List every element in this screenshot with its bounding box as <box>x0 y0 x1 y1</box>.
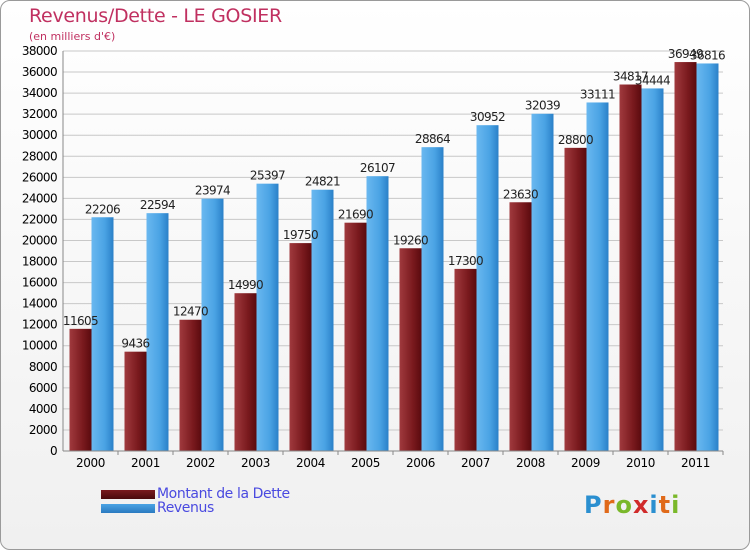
y-tick-label: 2000 <box>29 423 57 437</box>
data-label-debt: 34817 <box>613 70 648 84</box>
y-tick-label: 36000 <box>22 65 57 79</box>
y-tick-label: 10000 <box>22 339 57 353</box>
bar-debt <box>399 248 422 451</box>
bar-debt <box>234 293 257 451</box>
bar-debt <box>289 243 312 451</box>
data-label-debt: 28800 <box>558 133 593 147</box>
data-label-revenue: 32039 <box>525 99 560 113</box>
y-tick-label: 16000 <box>22 276 57 290</box>
proxiti-logo: Proxiti <box>584 491 680 519</box>
bar-debt <box>564 147 587 451</box>
bar-debt <box>674 62 697 451</box>
legend-swatch-debt <box>101 490 155 499</box>
x-tick-label: 2006 <box>406 456 435 470</box>
y-tick-label: 6000 <box>29 381 57 395</box>
bar-revenue <box>256 183 279 452</box>
bar-debt <box>179 319 202 451</box>
data-label-debt: 19750 <box>283 228 318 242</box>
y-tick-label: 18000 <box>22 255 57 269</box>
logo-letter: t <box>658 491 672 519</box>
bar-revenue <box>311 189 334 451</box>
data-label-debt: 36949 <box>668 47 703 61</box>
bar-revenue <box>366 176 389 452</box>
data-label-revenue: 28864 <box>415 132 450 146</box>
data-label-revenue: 33111 <box>580 87 615 101</box>
data-label-debt: 14990 <box>228 278 263 292</box>
bar-revenue <box>641 88 664 451</box>
x-tick-label: 2008 <box>516 456 545 470</box>
y-tick-label: 34000 <box>22 86 57 100</box>
y-tick-label: 20000 <box>22 233 57 247</box>
y-tick-label: 38000 <box>22 44 57 58</box>
bar-revenue <box>91 217 114 451</box>
x-tick-label: 2000 <box>76 456 105 470</box>
bar-debt <box>509 202 532 451</box>
chart-subtitle: (en milliers d'€) <box>29 30 116 43</box>
logo-letter: i <box>671 491 681 519</box>
y-tick-label: 30000 <box>22 128 57 142</box>
y-tick-label: 24000 <box>22 191 57 205</box>
x-tick-label: 2011 <box>681 456 710 470</box>
x-tick-label: 2001 <box>131 456 160 470</box>
bar-debt <box>454 268 477 451</box>
logo-letter: o <box>615 491 633 519</box>
bar-revenue <box>531 113 554 451</box>
y-tick-label: 22000 <box>22 212 57 226</box>
bar-revenue <box>476 125 499 451</box>
bar-revenue <box>201 198 224 451</box>
data-label-revenue: 23974 <box>195 184 230 198</box>
logo-letter: i <box>649 491 659 519</box>
data-label-revenue: 30952 <box>470 110 505 124</box>
y-tick-label: 4000 <box>29 402 57 416</box>
logo-letter: r <box>602 491 616 519</box>
y-tick-label: 28000 <box>22 149 57 163</box>
data-label-revenue: 26107 <box>360 161 395 175</box>
x-tick-label: 2003 <box>241 456 270 470</box>
data-label-debt: 19260 <box>393 233 428 247</box>
y-tick-label: 14000 <box>22 297 57 311</box>
data-label-revenue: 22206 <box>85 202 120 216</box>
data-label-revenue: 24821 <box>305 175 340 189</box>
data-label-revenue: 36816 <box>690 48 725 62</box>
data-label-debt: 21690 <box>338 208 373 222</box>
y-tick-label: 12000 <box>22 318 57 332</box>
y-tick-label: 0 <box>50 444 57 458</box>
bar-revenue <box>586 102 609 451</box>
bar-debt <box>124 351 147 451</box>
y-tick-label: 8000 <box>29 360 57 374</box>
x-tick-label: 2007 <box>461 456 490 470</box>
chart-title: Revenus/Dette - LE GOSIER <box>29 5 282 27</box>
legend-label-debt: Montant de la Dette <box>157 486 290 502</box>
bar-revenue <box>146 213 169 451</box>
x-tick-label: 2005 <box>351 456 380 470</box>
bar-debt <box>619 84 642 452</box>
x-tick-label: 2010 <box>626 456 655 470</box>
x-tick-label: 2002 <box>186 456 215 470</box>
logo-letter: P <box>584 491 603 519</box>
bar-revenue <box>696 63 719 451</box>
data-label-debt: 9436 <box>121 337 149 351</box>
logo-letter: x <box>632 491 650 519</box>
legend-item-debt: Montant de la Dette <box>101 486 361 503</box>
data-label-revenue: 25397 <box>250 169 285 183</box>
data-label-debt: 12470 <box>173 305 208 319</box>
bar-debt <box>69 328 92 451</box>
y-tick-label: 32000 <box>22 107 57 121</box>
data-label-debt: 11605 <box>63 314 98 328</box>
legend-label-revenue: Revenus <box>157 500 214 516</box>
x-tick-label: 2004 <box>296 456 325 470</box>
legend-swatch-revenue <box>101 504 155 513</box>
x-tick-label: 2009 <box>571 456 600 470</box>
data-label-revenue: 22594 <box>140 198 175 212</box>
y-tick-label: 26000 <box>22 170 57 184</box>
data-label-revenue: 34444 <box>635 73 670 87</box>
data-label-debt: 17300 <box>448 254 483 268</box>
bar-revenue <box>421 147 444 451</box>
bar-debt <box>344 222 367 451</box>
legend-item-revenue: Revenus <box>101 500 361 517</box>
data-label-debt: 23630 <box>503 187 538 201</box>
